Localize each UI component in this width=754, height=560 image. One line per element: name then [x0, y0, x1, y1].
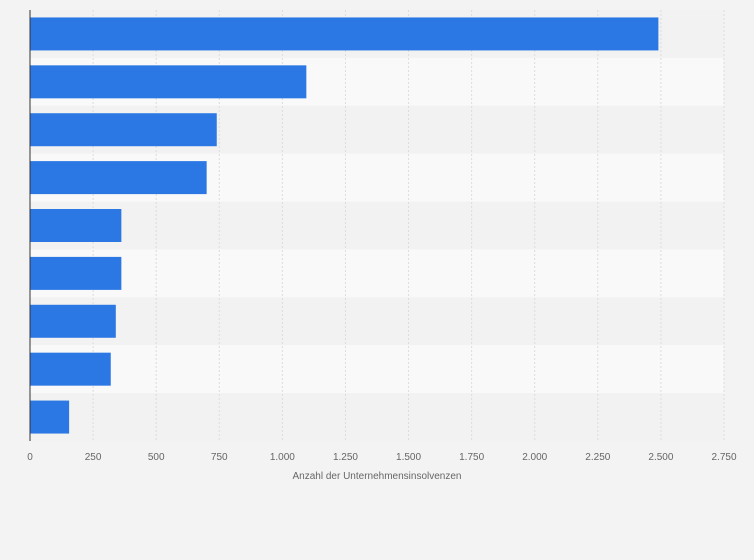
- row-band: [30, 249, 724, 298]
- bar[interactable]: [30, 209, 122, 242]
- bar[interactable]: [30, 17, 659, 51]
- bar[interactable]: [30, 400, 70, 434]
- x-axis-title: Anzahl der Unternehmensinsolvenzen: [293, 471, 462, 482]
- bar[interactable]: [30, 304, 116, 338]
- x-tick-label: 750: [211, 452, 228, 463]
- bar[interactable]: [30, 352, 111, 386]
- bar[interactable]: [30, 65, 307, 99]
- x-tick-label: 0: [27, 452, 33, 463]
- row-band: [30, 393, 724, 441]
- bar[interactable]: [30, 113, 217, 147]
- bar[interactable]: [30, 256, 122, 290]
- x-tick-label: 2.500: [648, 452, 673, 463]
- row-band: [30, 201, 724, 250]
- x-tick-label: 2.000: [522, 452, 547, 463]
- row-band: [30, 297, 724, 346]
- x-tick-label: 1.500: [396, 452, 421, 463]
- x-tick-label: 1.750: [459, 452, 484, 463]
- row-bands: [30, 10, 724, 441]
- x-tick-label: 1.250: [333, 452, 358, 463]
- x-tick-label: 250: [85, 452, 102, 463]
- bar[interactable]: [30, 161, 207, 195]
- x-tick-label: 500: [148, 452, 165, 463]
- x-tick-label: 1.000: [270, 452, 295, 463]
- x-tick-labels: 0 250 500 750 1.000 1.250 1.500 1.750 2.000 2.250…: [27, 452, 737, 463]
- x-tick-label: 2.750: [711, 452, 736, 463]
- row-band: [30, 345, 724, 394]
- x-tick-label: 2.250: [585, 452, 610, 463]
- bars: [30, 17, 659, 434]
